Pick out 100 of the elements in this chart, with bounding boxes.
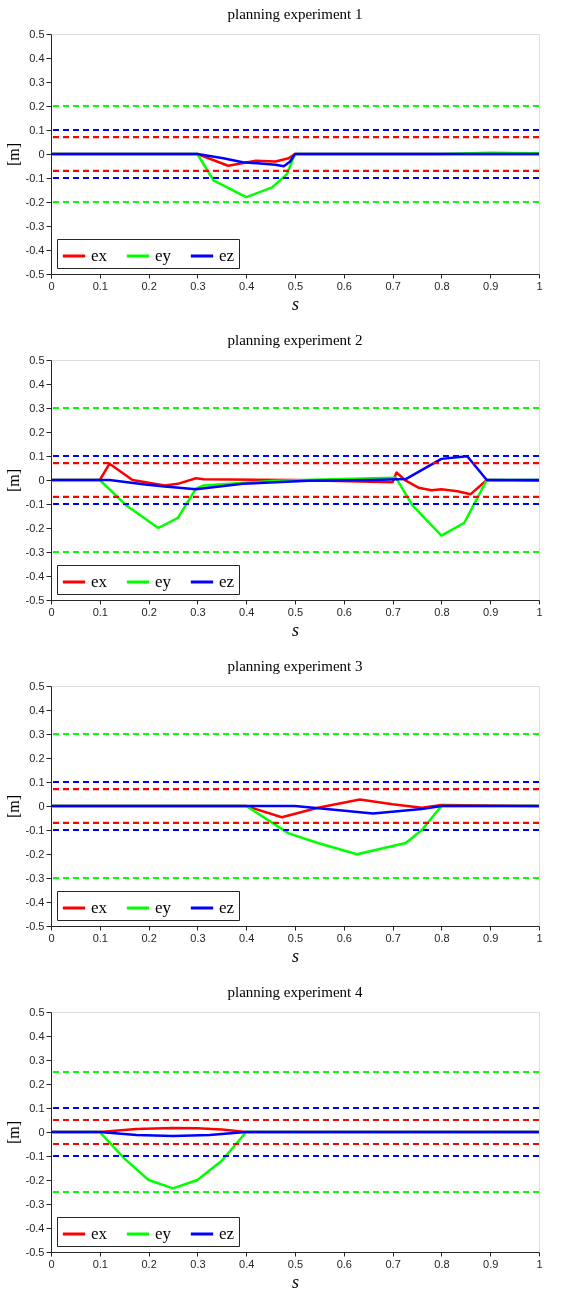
x-tick-label: 0.9 [483, 1257, 499, 1270]
x-tick-label: 0 [48, 279, 55, 292]
x-tick-label: 0.4 [239, 605, 255, 618]
y-tick-label: -0.4 [25, 243, 45, 256]
y-tick-label: -0.1 [25, 1149, 45, 1162]
chart-title: planning experiment 1 [227, 6, 363, 22]
x-tick-label: 0.5 [287, 605, 304, 618]
y-tick-label: 0.1 [29, 123, 45, 136]
x-tick-label: 0.9 [483, 605, 499, 618]
y-tick-label: -0.5 [25, 593, 45, 606]
x-tick-label: 1 [536, 1257, 543, 1270]
y-tick-label: 0 [38, 473, 45, 486]
x-tick-label: 1 [536, 605, 543, 618]
x-tick-label: 0 [48, 605, 55, 618]
x-tick-label: 0.2 [141, 1257, 157, 1270]
x-tick-label: 0.6 [336, 931, 352, 944]
y-tick-label: -0.3 [25, 545, 45, 558]
y-axis-title: [m] [4, 1120, 22, 1145]
x-tick-label: 0.8 [434, 1257, 450, 1270]
x-tick-label: 0.3 [190, 279, 206, 292]
y-axis-title: [m] [4, 794, 22, 819]
legend-label: ey [155, 1224, 172, 1243]
x-tick-label: 0.1 [92, 605, 108, 618]
x-tick-label: 0.2 [141, 279, 157, 292]
x-axis-title: s [291, 619, 300, 640]
y-tick-label: -0.1 [25, 171, 45, 184]
y-tick-label: 0 [38, 1125, 45, 1138]
y-tick-label: -0.2 [25, 521, 45, 534]
y-tick-label: 0.3 [29, 75, 45, 88]
y-tick-label: 0.2 [29, 1077, 45, 1090]
legend-label: ez [219, 898, 235, 917]
y-tick-label: -0.5 [25, 919, 45, 932]
y-tick-label: 0 [38, 799, 45, 812]
x-tick-label: 0.3 [190, 1257, 206, 1270]
legend-label: ex [91, 572, 108, 591]
legend-label: ex [91, 246, 108, 265]
x-tick-label: 0.8 [434, 931, 450, 944]
y-tick-label: -0.4 [25, 569, 45, 582]
legend-label: ey [155, 898, 172, 917]
x-tick-label: 0.1 [92, 1257, 108, 1270]
x-tick-label: 0.8 [434, 279, 450, 292]
x-tick-label: 0.5 [287, 931, 304, 944]
x-tick-label: 0.9 [483, 931, 499, 944]
y-tick-label: -0.1 [25, 823, 45, 836]
legend-label: ez [219, 1224, 235, 1243]
y-tick-label: 0.4 [29, 377, 45, 390]
chart-title: planning experiment 4 [227, 984, 363, 1000]
y-tick-label: -0.4 [25, 895, 45, 908]
y-tick-label: 0.3 [29, 727, 45, 740]
legend-label: ez [219, 246, 235, 265]
y-axis-title: [m] [4, 142, 22, 167]
y-tick-label: 0.4 [29, 703, 45, 716]
x-tick-label: 0.2 [141, 931, 157, 944]
x-tick-label: 1 [536, 931, 543, 944]
x-tick-label: 0.7 [385, 605, 401, 618]
x-tick-label: 0.4 [239, 279, 255, 292]
y-tick-label: 0.3 [29, 401, 45, 414]
x-tick-label: 0.9 [483, 279, 499, 292]
x-tick-label: 1 [536, 279, 543, 292]
y-tick-label: -0.5 [25, 1245, 45, 1258]
x-tick-label: 0.4 [239, 931, 255, 944]
legend-label: ez [219, 572, 235, 591]
y-tick-label: 0.2 [29, 425, 45, 438]
y-tick-label: 0.5 [29, 27, 45, 40]
x-tick-label: 0.7 [385, 279, 401, 292]
legend-label: ey [155, 572, 172, 591]
x-tick-label: 0.3 [190, 605, 206, 618]
x-tick-label: 0.5 [287, 279, 304, 292]
y-tick-label: 0.4 [29, 1029, 45, 1042]
x-tick-label: 0.4 [239, 1257, 255, 1270]
x-axis-title: s [291, 293, 300, 314]
x-tick-label: 0.7 [385, 931, 401, 944]
chart-title: planning experiment 3 [227, 658, 363, 674]
y-tick-label: 0 [38, 147, 45, 160]
chart-title: planning experiment 2 [227, 332, 363, 348]
x-tick-label: 0.6 [336, 279, 352, 292]
y-tick-label: 0.5 [29, 679, 45, 692]
x-tick-label: 0.8 [434, 605, 450, 618]
y-tick-label: 0.5 [29, 353, 45, 366]
y-tick-label: 0.1 [29, 1101, 45, 1114]
y-tick-label: -0.3 [25, 219, 45, 232]
y-tick-label: -0.3 [25, 1197, 45, 1210]
y-tick-label: 0.1 [29, 775, 45, 788]
x-axis-title: s [291, 1271, 300, 1292]
legend-label: ey [155, 246, 172, 265]
x-tick-label: 0.6 [336, 1257, 352, 1270]
x-tick-label: 0.5 [287, 1257, 304, 1270]
y-tick-label: 0.1 [29, 449, 45, 462]
x-tick-label: 0 [48, 931, 55, 944]
x-tick-label: 0.2 [141, 605, 157, 618]
y-tick-label: 0.3 [29, 1053, 45, 1066]
x-axis-title: s [291, 945, 300, 966]
x-tick-label: 0.1 [92, 279, 108, 292]
legend-label: ex [91, 898, 108, 917]
y-tick-label: -0.2 [25, 847, 45, 860]
x-tick-label: 0.3 [190, 931, 206, 944]
x-tick-label: 0 [48, 1257, 55, 1270]
y-tick-label: -0.2 [25, 1173, 45, 1186]
y-tick-label: 0.2 [29, 751, 45, 764]
y-tick-label: 0.2 [29, 99, 45, 112]
